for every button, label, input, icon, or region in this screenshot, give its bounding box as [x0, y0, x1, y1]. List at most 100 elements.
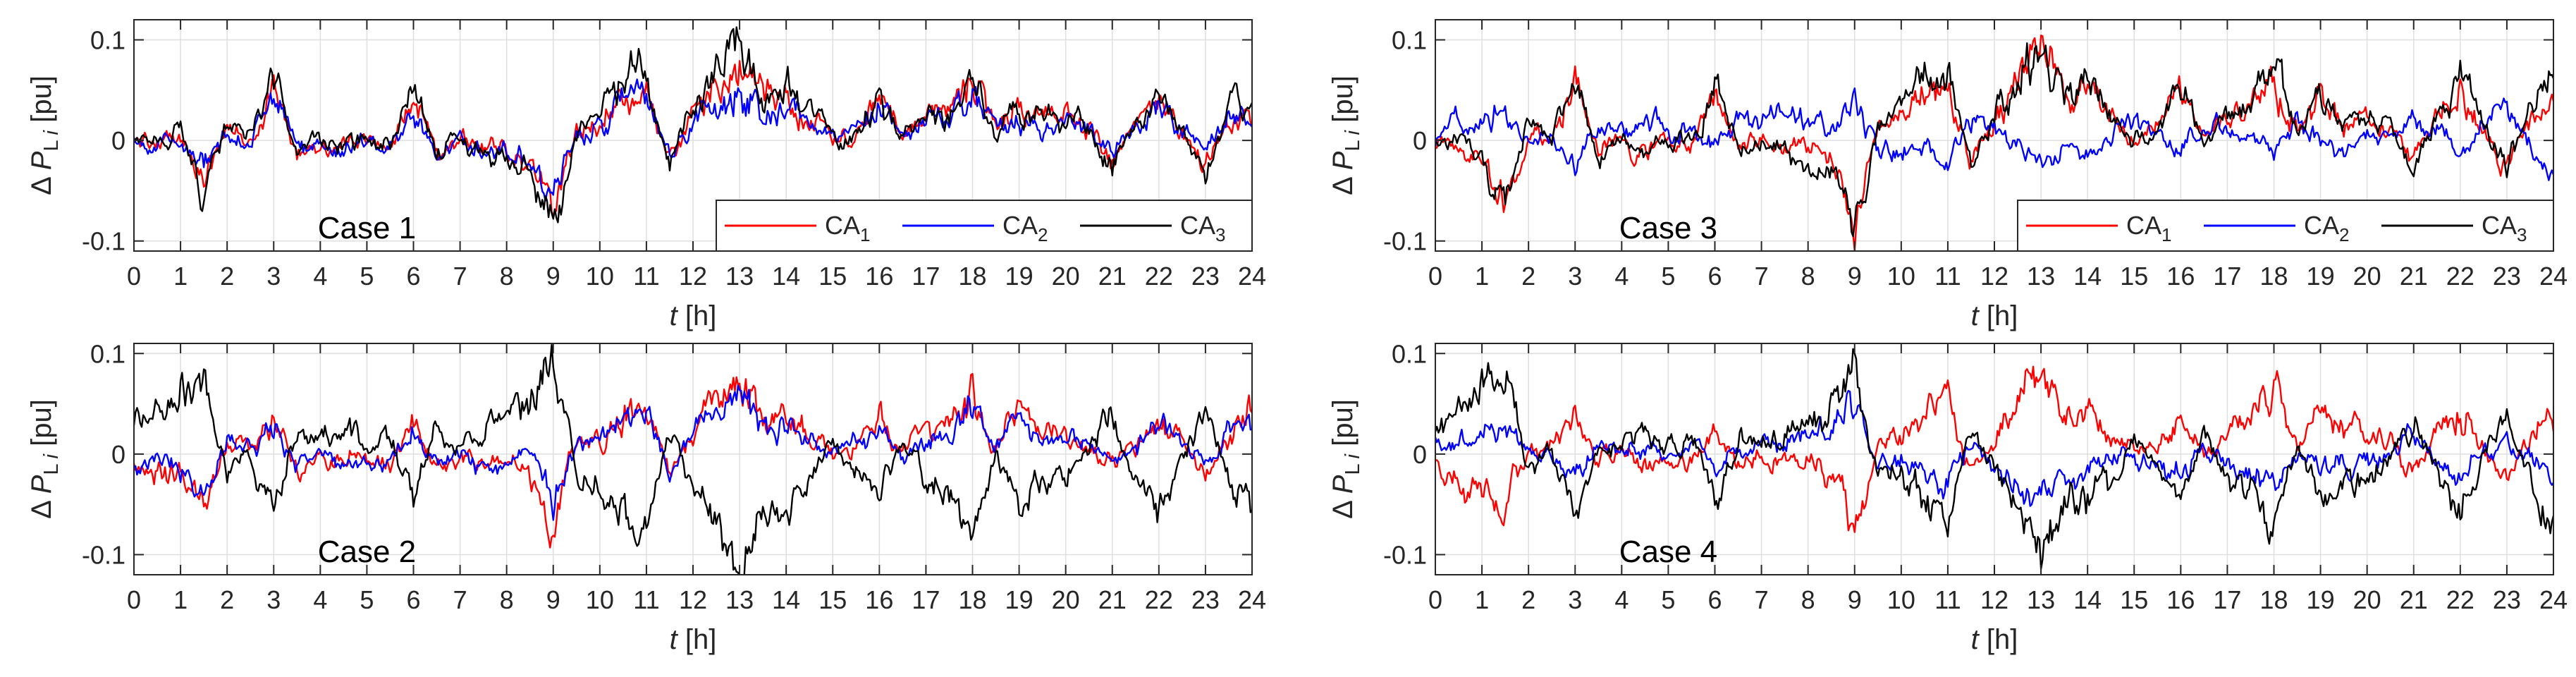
x-tick-label: 1	[1475, 262, 1489, 291]
legend-label-sub: 2	[1038, 224, 1048, 245]
x-tick-label: 23	[1191, 585, 1220, 614]
legend-label-sub: 2	[2339, 224, 2349, 245]
x-tick-label: 1	[1475, 585, 1489, 614]
y-label-sub: L	[1342, 135, 1364, 151]
x-tick-label: 1	[173, 585, 188, 614]
y-label-unit: [pu]	[1327, 399, 1358, 454]
x-tick-label: 8	[500, 262, 514, 291]
y-tick-label: 0.1	[90, 339, 125, 368]
x-tick-label: 6	[406, 585, 420, 614]
x-tick-label: 18	[958, 585, 986, 614]
x-tick-label: 13	[725, 585, 754, 614]
legend-label-sub: 1	[2161, 224, 2171, 245]
x-tick-label: 14	[772, 585, 800, 614]
x-tick-label: 15	[2120, 262, 2148, 291]
y-tick-label: 0.1	[1392, 26, 1427, 55]
x-tick-label: 18	[2259, 585, 2288, 614]
x-tick-label: 24	[2539, 585, 2568, 614]
legend-label-ca1: CA1	[2126, 211, 2171, 245]
panel-2: 0 1 2 3 4 5 6 7 8 9 10 11 12 13 14 15 16 17 18 19 20 21 22 23 24…	[1327, 19, 2568, 331]
y-axis-label: Δ PL i [pu]	[1327, 75, 1364, 195]
y-label-unit: [pu]	[26, 399, 57, 454]
y-label-subvar: i	[40, 453, 63, 458]
x-tick-label: 19	[1005, 585, 1034, 614]
x-tick-label: 11	[1934, 262, 1961, 291]
series-line-ca3	[134, 343, 1252, 575]
legend-label-base: CA	[2482, 211, 2517, 240]
x-label-unit: [h]	[677, 300, 717, 331]
x-tick-label: 4	[313, 262, 327, 291]
x-tick-label: 18	[958, 262, 986, 291]
x-tick-label: 6	[1707, 262, 1722, 291]
series-line-ca1	[134, 60, 1252, 216]
x-tick-label: 17	[912, 262, 940, 291]
x-tick-label: 0	[1428, 262, 1442, 291]
legend-label-base: CA	[1002, 211, 1038, 240]
x-label-var: t	[1971, 300, 1980, 331]
y-tick-label: 0	[111, 126, 125, 155]
y-label-delta: Δ	[26, 494, 57, 519]
x-axis-label: t [h]	[1971, 300, 2018, 331]
x-tick-label: 13	[2027, 262, 2055, 291]
series-line-ca3	[1435, 348, 2553, 570]
legend-label-sub: 1	[860, 224, 870, 245]
x-axis-label: t [h]	[1971, 624, 2018, 655]
x-label-var: t	[1971, 624, 1980, 655]
y-label-var: P	[1327, 151, 1358, 170]
legend-label-ca1: CA1	[825, 211, 870, 245]
x-label-unit: [h]	[1979, 624, 2018, 655]
x-tick-label: 9	[1848, 585, 1862, 614]
x-tick-label: 16	[865, 262, 893, 291]
series-line-ca2	[134, 384, 1252, 521]
x-tick-label: 22	[2446, 585, 2474, 614]
case-label: Case 3	[1619, 211, 1717, 245]
x-label-unit: [h]	[677, 624, 717, 655]
x-tick-label: 19	[2307, 585, 2335, 614]
x-tick-label: 9	[546, 262, 560, 291]
x-tick-label: 17	[912, 585, 940, 614]
x-tick-label: 12	[679, 262, 707, 291]
x-tick-label: 21	[2400, 262, 2428, 291]
y-axis-label: Δ PL i [pu]	[26, 399, 63, 519]
x-axis-label: t [h]	[670, 300, 717, 331]
y-tick-label: -0.1	[82, 540, 125, 569]
x-tick-label: 14	[2073, 585, 2102, 614]
x-tick-label: 7	[1755, 585, 1769, 614]
x-tick-label: 2	[220, 262, 234, 291]
y-tick-label: 0.1	[90, 26, 125, 55]
case-label: Case 4	[1619, 535, 1717, 569]
panel-4: 0 1 2 3 4 5 6 7 8 9 10 11 12 13 14 15 16 17 18 19 20 21 22 23 24…	[1327, 339, 2568, 655]
x-tick-label: 3	[1568, 585, 1582, 614]
x-tick-label: 4	[1614, 585, 1629, 614]
x-tick-label: 5	[1661, 262, 1675, 291]
x-tick-label: 2	[220, 585, 234, 614]
y-label-sub: L	[40, 458, 63, 475]
series-line-ca3	[1435, 42, 2553, 238]
x-tick-label: 20	[1052, 262, 1080, 291]
x-tick-label: 21	[2400, 585, 2428, 614]
x-tick-label: 3	[266, 585, 281, 614]
x-tick-label: 17	[2213, 262, 2241, 291]
x-tick-label: 23	[1191, 262, 1220, 291]
x-tick-label: 11	[633, 585, 659, 614]
x-tick-label: 0	[1428, 585, 1442, 614]
legend-label-sub: 3	[2517, 224, 2527, 245]
x-tick-label: 16	[865, 585, 893, 614]
legend-label-ca2: CA2	[2304, 211, 2349, 245]
y-axis-label: Δ PL i [pu]	[26, 75, 63, 195]
x-tick-label: 20	[1052, 585, 1080, 614]
x-tick-label: 14	[772, 262, 800, 291]
x-tick-label: 16	[2166, 585, 2195, 614]
y-tick-label: -0.1	[1383, 227, 1427, 256]
y-label-subvar: i	[1342, 453, 1364, 458]
x-tick-label: 24	[1238, 585, 1266, 614]
legend-label-base: CA	[2126, 211, 2161, 240]
x-tick-label: 24	[1238, 262, 1266, 291]
y-tick-label: 0	[1413, 440, 1427, 469]
x-tick-label: 4	[1614, 262, 1629, 291]
x-label-var: t	[670, 300, 679, 331]
y-label-subvar: i	[40, 129, 63, 135]
x-tick-label: 11	[1934, 585, 1961, 614]
x-tick-label: 18	[2259, 262, 2288, 291]
x-tick-label: 16	[2166, 262, 2195, 291]
